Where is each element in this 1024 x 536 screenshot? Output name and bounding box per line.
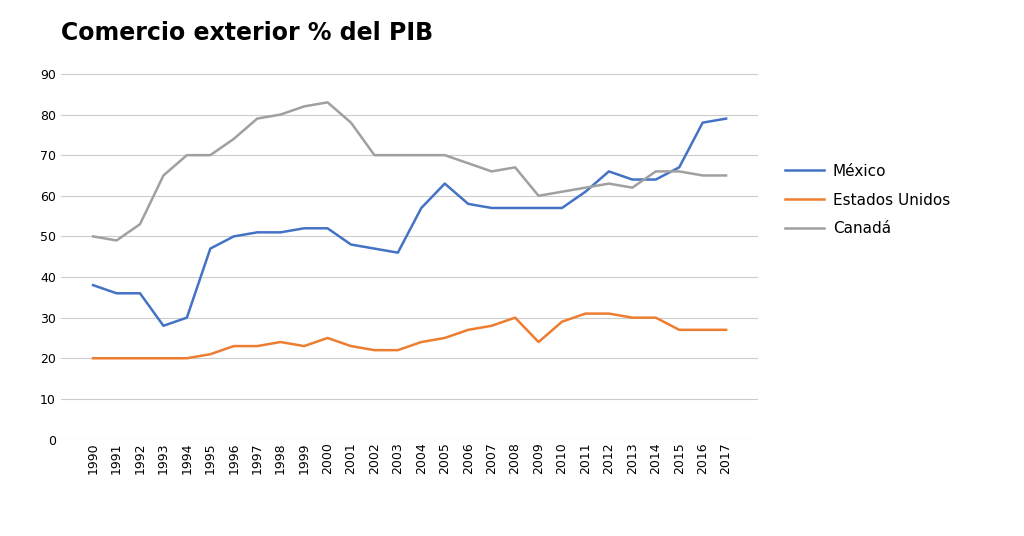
- Estados Unidos: [87, 355, 99, 361]
- México: [532, 205, 545, 211]
- Estados Unidos: [180, 355, 193, 361]
- Canadá: [87, 233, 99, 240]
- Estados Unidos: [462, 326, 474, 333]
- México: [556, 205, 568, 211]
- Estados Unidos: [603, 310, 615, 317]
- Canadá: [369, 152, 381, 158]
- Canadá: [532, 192, 545, 199]
- México: [227, 233, 240, 240]
- Estados Unidos: [720, 326, 732, 333]
- Canadá: [392, 152, 404, 158]
- Estados Unidos: [392, 347, 404, 353]
- México: [415, 205, 427, 211]
- Canadá: [509, 164, 521, 170]
- Canadá: [345, 120, 357, 126]
- Estados Unidos: [627, 315, 639, 321]
- Estados Unidos: [134, 355, 146, 361]
- Estados Unidos: [509, 315, 521, 321]
- México: [298, 225, 310, 232]
- Canadá: [111, 237, 123, 244]
- Line: Estados Unidos: Estados Unidos: [93, 314, 726, 358]
- México: [580, 189, 592, 195]
- México: [369, 245, 381, 252]
- México: [180, 315, 193, 321]
- Estados Unidos: [415, 339, 427, 345]
- Estados Unidos: [532, 339, 545, 345]
- Estados Unidos: [438, 335, 451, 341]
- Canadá: [322, 99, 334, 106]
- Canadá: [251, 115, 263, 122]
- Canadá: [158, 172, 170, 178]
- México: [251, 229, 263, 235]
- México: [720, 115, 732, 122]
- Canadá: [720, 172, 732, 178]
- Legend: México, Estados Unidos, Canadá: México, Estados Unidos, Canadá: [779, 158, 956, 242]
- México: [87, 282, 99, 288]
- Canadá: [696, 172, 709, 178]
- Canadá: [274, 111, 287, 118]
- Estados Unidos: [251, 343, 263, 349]
- Line: Canadá: Canadá: [93, 102, 726, 241]
- Estados Unidos: [204, 351, 216, 358]
- Estados Unidos: [485, 323, 498, 329]
- México: [274, 229, 287, 235]
- Canadá: [580, 184, 592, 191]
- Estados Unidos: [227, 343, 240, 349]
- Estados Unidos: [345, 343, 357, 349]
- México: [322, 225, 334, 232]
- México: [158, 323, 170, 329]
- México: [509, 205, 521, 211]
- Canadá: [180, 152, 193, 158]
- Estados Unidos: [696, 326, 709, 333]
- México: [392, 249, 404, 256]
- Estados Unidos: [673, 326, 685, 333]
- Estados Unidos: [274, 339, 287, 345]
- México: [603, 168, 615, 175]
- Canadá: [415, 152, 427, 158]
- México: [627, 176, 639, 183]
- Canadá: [673, 168, 685, 175]
- México: [485, 205, 498, 211]
- Canadá: [649, 168, 662, 175]
- México: [462, 200, 474, 207]
- México: [204, 245, 216, 252]
- Canadá: [227, 136, 240, 142]
- Canadá: [204, 152, 216, 158]
- México: [673, 164, 685, 170]
- Estados Unidos: [580, 310, 592, 317]
- Canadá: [462, 160, 474, 167]
- Canadá: [485, 168, 498, 175]
- Canadá: [556, 189, 568, 195]
- Canadá: [603, 181, 615, 187]
- México: [438, 181, 451, 187]
- Estados Unidos: [322, 335, 334, 341]
- Estados Unidos: [111, 355, 123, 361]
- México: [696, 120, 709, 126]
- Estados Unidos: [369, 347, 381, 353]
- Text: Comercio exterior % del PIB: Comercio exterior % del PIB: [61, 21, 433, 44]
- Estados Unidos: [158, 355, 170, 361]
- Canadá: [298, 103, 310, 110]
- Canadá: [627, 184, 639, 191]
- México: [111, 290, 123, 296]
- México: [134, 290, 146, 296]
- Line: México: México: [93, 118, 726, 326]
- México: [345, 241, 357, 248]
- Canadá: [134, 221, 146, 227]
- Estados Unidos: [298, 343, 310, 349]
- Estados Unidos: [556, 318, 568, 325]
- Estados Unidos: [649, 315, 662, 321]
- Canadá: [438, 152, 451, 158]
- México: [649, 176, 662, 183]
